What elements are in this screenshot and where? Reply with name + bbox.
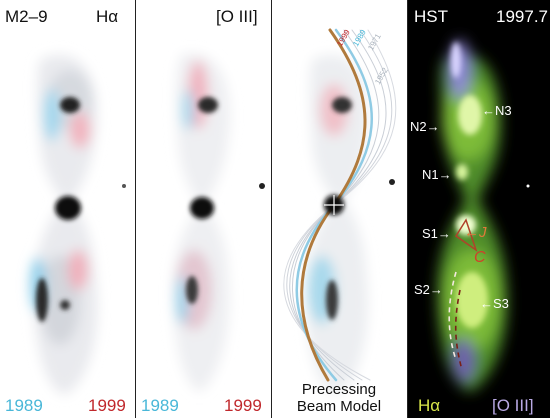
knot-s1-label: S1→ <box>422 226 451 241</box>
knot-n3-label: ←N3 <box>482 103 512 118</box>
precessing-beam-model-image <box>283 28 397 395</box>
knot-n1-label: N1→ <box>422 167 452 182</box>
hst-panel-epoch: 1997.7 <box>496 7 548 26</box>
oiii-panel: [O III] 1989 1999 <box>136 0 270 418</box>
model-caption-line2: Beam Model <box>296 398 382 415</box>
oiii-panel-filter-label: [O III] <box>216 7 258 26</box>
oiii-epoch-1999: 1999 <box>224 396 262 415</box>
halpha-epoch-1989: 1989 <box>5 396 43 415</box>
oiii-epoch-1989: 1989 <box>141 396 179 415</box>
halpha-panel-object-name: M2–9 <box>5 7 48 26</box>
hst-filter-oiii: [O III] <box>492 396 534 415</box>
hst-panel: HST 1997.7 ←N3 N2→ N1→ S1→ ←J C S2→ ←S3 … <box>408 0 550 418</box>
knot-s3-label: ←S3 <box>480 296 509 311</box>
knot-s2-label: S2→ <box>414 282 443 297</box>
knot-j-label: ←J <box>464 224 487 241</box>
halpha-epoch-1999: 1999 <box>88 396 126 415</box>
panel-divider <box>270 0 272 418</box>
knot-n2-label: N2→ <box>410 119 440 134</box>
hst-panel-instrument: HST <box>414 7 448 26</box>
model-center-star <box>324 195 344 215</box>
hst-nebula-image <box>437 40 530 392</box>
halpha-panel-filter-label: Hα <box>96 7 119 26</box>
panel-divider <box>134 0 136 418</box>
panel-divider <box>406 0 408 418</box>
knot-c-label: C <box>474 249 486 266</box>
model-caption-line1: Precessing <box>301 381 377 398</box>
halpha-nebula-image <box>30 54 126 395</box>
hst-jet-triangle <box>454 218 478 252</box>
oiii-nebula-image <box>173 53 265 393</box>
hst-dashed-arc-dark <box>454 289 463 371</box>
halpha-panel: M2–9 Hα 1989 1999 <box>0 0 134 418</box>
model-panel: 1999 1989 1971 1952 Precessing Beam Mode… <box>272 0 406 418</box>
hst-filter-halpha: Hα <box>418 396 441 415</box>
